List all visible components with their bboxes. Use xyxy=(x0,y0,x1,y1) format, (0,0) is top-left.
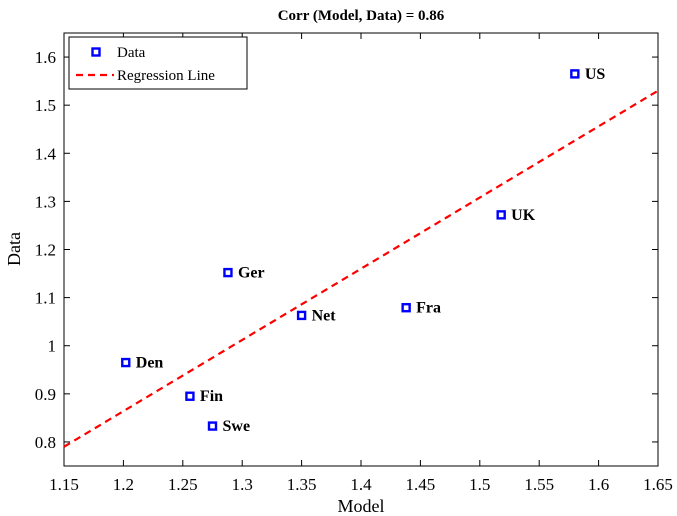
data-point-ger xyxy=(223,267,233,278)
x-tick-label: 1.45 xyxy=(406,475,436,494)
x-tick-label: 1.65 xyxy=(643,475,673,494)
chart-title: Corr (Model, Data) = 0.86 xyxy=(278,8,445,24)
y-tick-label: 1 xyxy=(48,337,57,356)
legend: Data Regression Line xyxy=(68,36,248,90)
legend-label-regression: Regression Line xyxy=(117,68,215,84)
y-tick-label: 1.2 xyxy=(35,241,56,260)
x-tick-label: 1.6 xyxy=(588,475,609,494)
plot-area xyxy=(63,32,659,467)
axis-ticks: 1.15 1.2 1.25 1.3 1.35 1.4 1.45 1.5 1.55 1.6 1.65 0… xyxy=(35,33,673,494)
y-tick-label: 1.5 xyxy=(35,96,56,115)
x-tick-label: 1.5 xyxy=(469,475,490,494)
data-point-uk xyxy=(496,210,506,220)
y-tick-label: 0.8 xyxy=(35,433,56,452)
data-point-net xyxy=(296,310,307,321)
y-tick-label: 0.9 xyxy=(35,385,56,404)
x-axis-label: Model xyxy=(338,496,385,516)
regression-line xyxy=(63,89,659,448)
data-point-den xyxy=(121,357,131,368)
y-tick-label: 1.6 xyxy=(35,48,56,67)
point-label-fin: Fin xyxy=(200,388,223,405)
x-tick-label: 1.3 xyxy=(232,475,253,494)
data-point-fra xyxy=(401,303,411,313)
x-tick-label: 1.2 xyxy=(113,475,134,494)
data-point-us xyxy=(570,69,580,79)
x-tick-label: 1.35 xyxy=(287,475,317,494)
y-axis-label: Data xyxy=(4,232,24,266)
y-tick-label: 1.1 xyxy=(35,289,56,308)
regression-line-group xyxy=(63,89,659,448)
point-label-fra: Fra xyxy=(416,300,441,317)
point-label-den: Den xyxy=(136,355,164,372)
y-tick-label: 1.4 xyxy=(35,144,57,163)
legend-box xyxy=(68,36,248,90)
point-label-uk: UK xyxy=(511,207,536,224)
point-label-us: US xyxy=(585,66,606,83)
x-tick-label: 1.4 xyxy=(350,475,372,494)
legend-square-marker-icon xyxy=(91,47,101,57)
x-tick-label: 1.55 xyxy=(524,475,554,494)
x-tick-label: 1.15 xyxy=(49,475,79,494)
point-label-swe: Swe xyxy=(223,418,251,435)
legend-label-data: Data xyxy=(117,45,146,61)
y-tick-label: 1.3 xyxy=(35,192,56,211)
point-label-ger: Ger xyxy=(238,265,265,282)
data-point-fin xyxy=(185,391,195,401)
x-tick-label: 1.25 xyxy=(168,475,198,494)
point-label-net: Net xyxy=(312,307,337,324)
data-point-swe xyxy=(207,421,218,431)
